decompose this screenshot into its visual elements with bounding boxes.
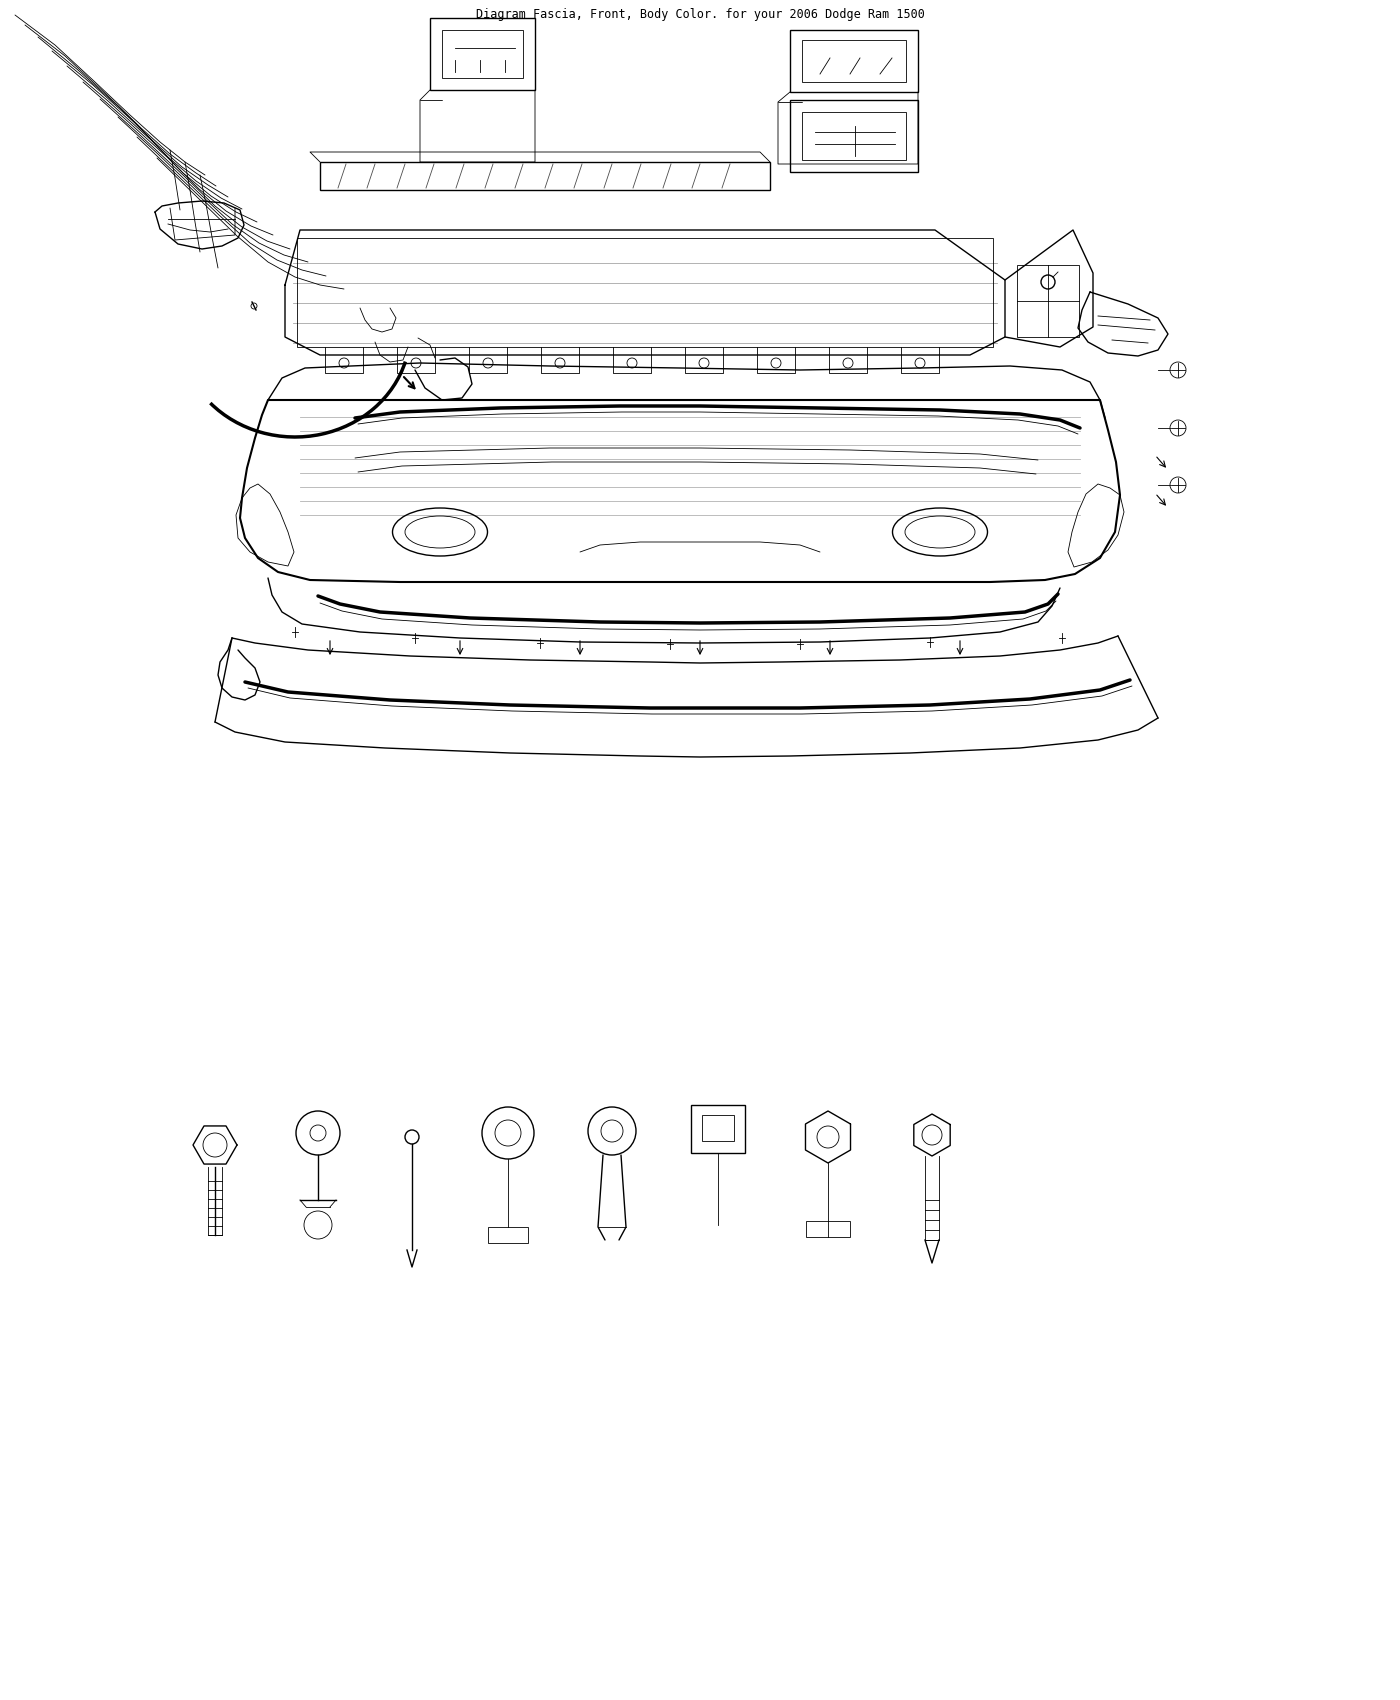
Bar: [802, 112, 906, 160]
Bar: [297, 238, 993, 347]
Bar: [806, 1221, 850, 1238]
Text: Diagram Fascia, Front, Body Color. for your 2006 Dodge Ram 1500: Diagram Fascia, Front, Body Color. for y…: [476, 8, 924, 20]
Bar: [701, 1115, 734, 1141]
Bar: [790, 31, 918, 92]
Bar: [692, 1105, 745, 1153]
Bar: [321, 162, 770, 190]
Bar: [489, 1227, 528, 1243]
Bar: [802, 41, 906, 82]
Bar: [430, 19, 535, 90]
Bar: [790, 100, 918, 172]
Bar: [442, 31, 524, 78]
Bar: [1016, 265, 1079, 337]
